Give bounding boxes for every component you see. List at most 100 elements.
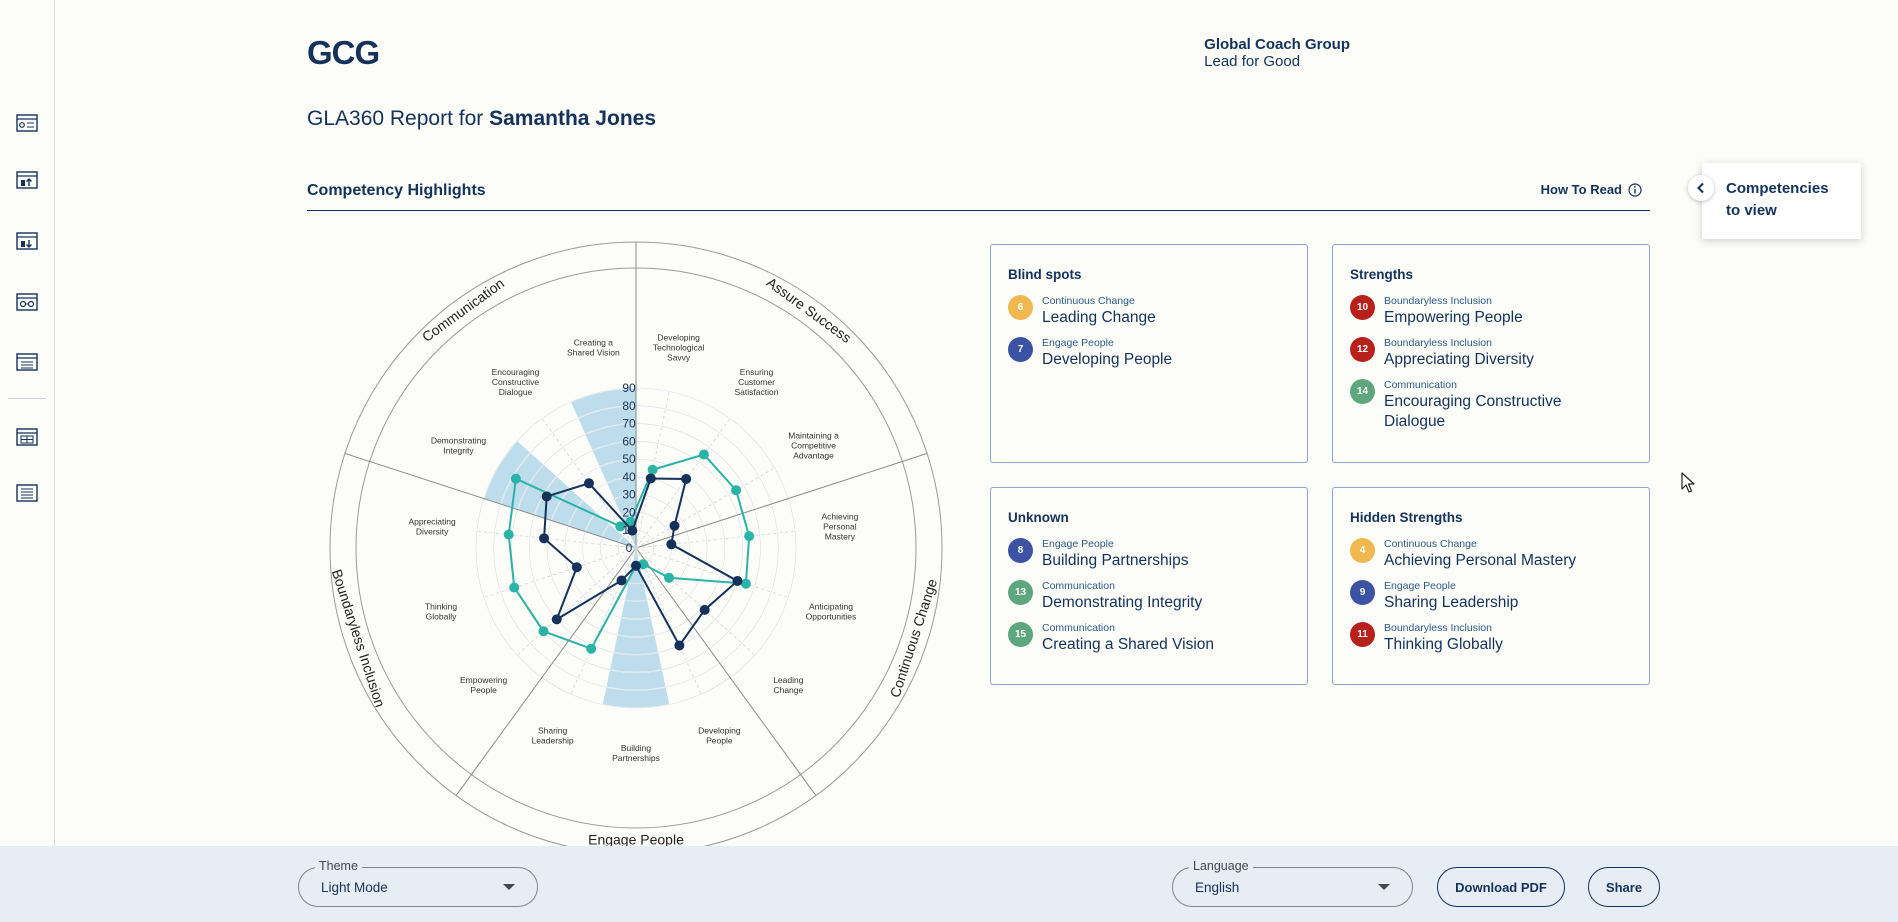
competency-text: Boundaryless Inclusion Empowering People: [1384, 294, 1523, 328]
info-icon: [1628, 182, 1642, 197]
competency-number-badge: 10: [1350, 295, 1375, 320]
r-tick-label: 40: [622, 470, 636, 484]
series-point: [669, 520, 680, 531]
competency-name: Creating a Shared Vision: [1042, 636, 1215, 653]
r-tick-label: 0: [626, 541, 633, 555]
series-point: [586, 643, 597, 654]
brand-block: Global Coach Group Lead for Good: [1204, 36, 1350, 70]
r-tick-label: 80: [622, 399, 636, 413]
axis-label: Leading Change: [773, 675, 804, 695]
axis-label: Building Partnerships: [612, 743, 660, 763]
group-label: Continuous Change: [887, 577, 941, 700]
competency-name: Leading Change: [1042, 309, 1156, 326]
card-title: Unknown: [1008, 510, 1069, 525]
competency-number-badge: 6: [1008, 295, 1033, 320]
group-divider: [635, 547, 817, 796]
table-icon[interactable]: [14, 426, 40, 448]
axis-line: [635, 547, 789, 598]
language-select[interactable]: Language English: [1172, 859, 1413, 907]
document-icon[interactable]: [14, 482, 40, 504]
competency-item: 9 Engage People Sharing Leadership: [1350, 579, 1649, 613]
series-point: [674, 640, 685, 651]
competency-name: Demonstrating Integrity: [1042, 594, 1203, 611]
competency-item: 7 Engage People Developing People: [1008, 336, 1307, 370]
competency-category: Engage People: [1042, 337, 1114, 349]
series-point: [616, 575, 627, 586]
unknown-card: Unknown 8 Engage People Building Partnersh…: [990, 487, 1308, 685]
competency-text: Engage People Building Partnerships: [1042, 537, 1188, 571]
competency-radar-chart: 0 10 20 30 40 50 60 70 80 90 Developing Technologic…: [329, 241, 943, 846]
caret-down-icon: [503, 884, 515, 890]
competency-text: Communication Encouraging Constructive Dia…: [1384, 378, 1562, 432]
series-point: [538, 626, 549, 637]
competency-name: Encouraging Constructive: [1384, 393, 1562, 410]
language-label: Language: [1189, 859, 1253, 873]
axis-line: [570, 547, 637, 695]
series-point: [664, 572, 675, 583]
competency-number-badge: 11: [1350, 622, 1375, 647]
competency-number-badge: 9: [1350, 580, 1375, 605]
chevron-left-icon: [1697, 182, 1704, 194]
competency-category: Communication: [1384, 379, 1457, 391]
competency-item: 12 Boundaryless Inclusion Appreciating Div…: [1350, 336, 1649, 370]
axis-line: [635, 418, 731, 549]
competency-number-badge: 15: [1008, 622, 1033, 647]
download-pdf-button[interactable]: Download PDF: [1437, 867, 1565, 907]
compare-icon[interactable]: [14, 291, 40, 313]
series-point: [744, 531, 755, 542]
share-button[interactable]: Share: [1588, 867, 1660, 907]
competency-category: Engage People: [1384, 580, 1456, 592]
axis-label: Sharing Leadership: [532, 725, 574, 745]
competency-name: Thinking Globally: [1384, 636, 1503, 653]
series-point: [731, 485, 742, 496]
card-title: Blind spots: [1008, 267, 1082, 282]
card-title: Hidden Strengths: [1350, 510, 1463, 525]
competency-category: Boundaryless Inclusion: [1384, 337, 1492, 349]
series-point: [627, 525, 638, 536]
brand-tagline: Lead for Good: [1204, 53, 1301, 70]
theme-value: Light Mode: [321, 880, 388, 895]
collapse-panel-button[interactable]: [1688, 175, 1714, 201]
axis-line: [635, 467, 775, 549]
competency-category: Boundaryless Inclusion: [1384, 622, 1492, 634]
gcg-logo: GCG: [307, 34, 380, 71]
report-down-icon[interactable]: [14, 230, 40, 252]
axis-label: Thinking Globally: [425, 601, 457, 621]
competency-name: Appreciating Diversity: [1384, 351, 1534, 368]
competency-item: 8 Engage People Building Partnerships: [1008, 537, 1307, 571]
report-up-icon[interactable]: [14, 169, 40, 191]
list-icon[interactable]: [14, 351, 40, 373]
competency-category: Communication: [1042, 622, 1115, 634]
report-prefix: GLA360 Report for: [307, 107, 484, 130]
series-point: [539, 533, 550, 544]
competency-number-badge: 14: [1350, 379, 1375, 404]
page-title: GLA360 Report for Samantha Jones: [307, 107, 656, 131]
group-divider: [635, 452, 928, 549]
competency-number-badge: 8: [1008, 538, 1033, 563]
competency-item: 13 Communication Demonstrating Integrity: [1008, 579, 1307, 613]
competency-item: 4 Continuous Change Achieving Personal Mas…: [1350, 537, 1649, 571]
axis-line: [483, 547, 637, 598]
axis-label: Anticipating Opportunities: [806, 601, 857, 621]
competency-text: Engage People Developing People: [1042, 336, 1172, 370]
series-line: [543, 477, 740, 648]
group-label: Communication: [419, 275, 507, 345]
competency-name: Building Partnerships: [1042, 552, 1189, 569]
dashboard-icon[interactable]: [14, 112, 40, 134]
competencies-panel-line1: Competencies: [1726, 180, 1829, 197]
axis-label: Creating a Shared Vision: [567, 337, 620, 357]
competency-text: Communication Demonstrating Integrity: [1042, 579, 1202, 613]
r-tick-label: 60: [622, 434, 636, 448]
axis-line: [516, 547, 637, 656]
group-label: Engage People: [588, 832, 684, 846]
competency-category: Engage People: [1042, 538, 1114, 550]
blind-spots-card: Blind spots 6 Continuous Change Leading Ch…: [990, 244, 1308, 463]
how-to-read-link[interactable]: How To Read: [1541, 182, 1642, 197]
theme-select[interactable]: Theme Light Mode: [298, 859, 538, 907]
series-point: [647, 464, 658, 475]
competency-number-badge: 7: [1008, 337, 1033, 362]
series-point: [699, 604, 710, 615]
section-title: Competency Highlights: [307, 182, 486, 199]
brand-name: Global Coach Group: [1204, 36, 1350, 53]
axis-label: Appreciating Diversity: [408, 517, 456, 537]
